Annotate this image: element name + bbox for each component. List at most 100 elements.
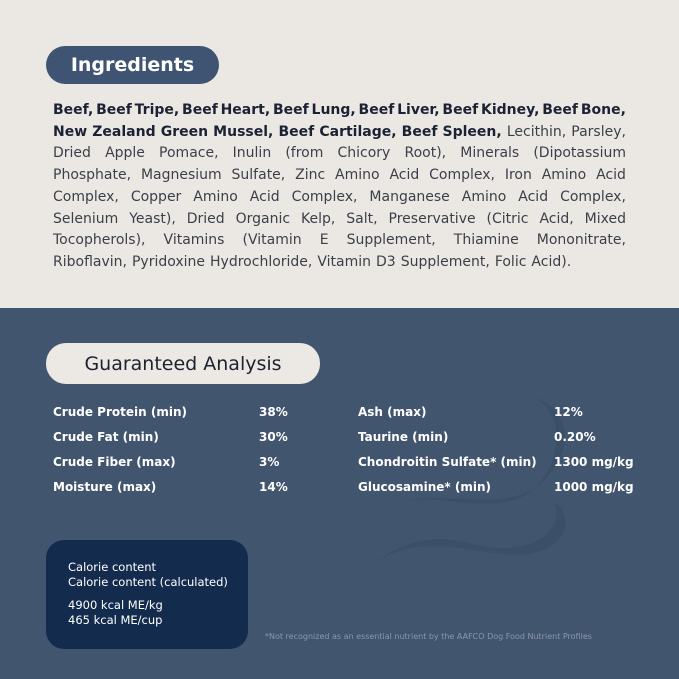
analysis-value: 1300 mg/kg <box>554 455 634 469</box>
analysis-label: Taurine (min) <box>358 430 449 444</box>
ingredient-word: Thiamine <box>453 232 519 249</box>
calorie-label: Calorie content <box>68 560 156 574</box>
ingredients-line: Beef, Beef Tripe, Beef Heart, Beef Lung, Beef Li… <box>53 100 626 122</box>
analysis-label: Moisture (max) <box>53 480 157 494</box>
ingredient-word: Beef <box>401 123 438 140</box>
ingredient-word: Phosphate, <box>53 167 132 184</box>
guaranteed-analysis-title: Guaranteed Analysis <box>46 343 320 384</box>
ingredient-word: Inulin <box>232 145 272 162</box>
ingredient-word: Heart, <box>220 102 271 118</box>
calorie-content-box: Calorie content Calorie content (calcula… <box>46 540 248 649</box>
ingredient-word: Kidney, <box>480 102 540 118</box>
ingredient-word: Root), <box>404 145 447 162</box>
analysis-value: 14% <box>259 480 288 494</box>
analysis-label: Crude Fiber (max) <box>53 455 176 469</box>
ingredient-word: Organic <box>235 210 291 227</box>
ingredient-word: Lung, <box>311 102 356 118</box>
ingredient-word: Selenium <box>53 210 119 227</box>
ingredients-title: Ingredients <box>46 46 219 84</box>
ingredient-word: Tocopherols), <box>53 232 146 249</box>
ingredient-word: Parsley, <box>571 123 626 140</box>
ingredient-word: Complex, <box>53 188 119 205</box>
ingredient-word: Beef <box>442 102 479 118</box>
analysis-value: 1000 mg/kg <box>554 480 634 494</box>
ingredient-word: Green <box>160 123 209 140</box>
analysis-value: 0.20% <box>554 430 596 444</box>
ingredient-word: Yeast), <box>129 210 176 227</box>
ingredient-word: Riboflavin, <box>53 253 127 270</box>
ingredient-word: Bone, <box>580 102 626 118</box>
ingredient-word: Copper <box>130 188 182 205</box>
ingredient-word: Mononitrate, <box>536 232 626 249</box>
ingredient-word: Cartilage, <box>319 123 397 140</box>
ingredient-word: (Citric <box>486 210 529 227</box>
ingredients-line: Tocopherols), Vitamins (Vitamin E Supplement… <box>53 230 626 252</box>
ingredient-word: Complex, <box>429 167 495 184</box>
ingredient-word: Minerals <box>460 145 520 162</box>
ingredient-word: Beef <box>272 102 309 118</box>
analysis-label: Chondroitin Sulfate* (min) <box>358 455 537 469</box>
ingredients-line: Dried Apple Pomace, Inulin (from Chicory Root)… <box>53 143 626 165</box>
analysis-label: Crude Fat (min) <box>53 430 159 444</box>
ingredient-word: Kelp, <box>301 210 336 227</box>
ingredient-word: (from <box>285 145 324 162</box>
ingredient-word: Iron <box>504 167 532 184</box>
ingredient-word: Hydrochloride, <box>210 253 313 270</box>
ingredient-word: Vitamins <box>163 232 225 249</box>
wave-watermark-icon <box>370 398 566 563</box>
ingredient-word: Acid <box>389 167 420 184</box>
ingredient-word: Amino <box>335 167 380 184</box>
ingredient-word: Supplement, <box>346 232 436 249</box>
ingredient-word: Pomace, <box>159 145 219 162</box>
ingredient-word: Spleen, <box>442 123 502 140</box>
ingredient-word: (Vitamin <box>242 232 302 249</box>
ingredient-word: D3 <box>376 253 396 270</box>
analysis-label: Ash (max) <box>358 405 427 419</box>
ingredient-word: Beef <box>96 102 132 118</box>
ingredient-word: Tripe, <box>134 102 180 118</box>
ingredient-word: Preservative <box>388 210 476 227</box>
ingredient-word: Acid, <box>539 210 574 227</box>
ingredient-word: Magnesium <box>140 167 222 184</box>
analysis-value: 3% <box>259 455 280 469</box>
ingredient-word: Vitamin <box>317 253 372 270</box>
ingredient-word: Dried <box>53 145 91 162</box>
ingredient-word: Chicory <box>337 145 391 162</box>
ingredients-line: Selenium Yeast), Dried Organic Kelp, Salt, Pre… <box>53 209 626 231</box>
ingredient-word: Acid <box>249 188 280 205</box>
analysis-value: 12% <box>554 405 583 419</box>
analysis-label: Crude Protein (min) <box>53 405 187 419</box>
ingredient-word: Complex, <box>560 188 626 205</box>
calorie-per-cup: 465 kcal ME/cup <box>68 613 163 627</box>
ingredient-word: Beef <box>278 123 315 140</box>
ingredient-word: Beef <box>358 102 395 118</box>
ingredient-word: Mixed <box>584 210 626 227</box>
ingredient-word: Amino <box>541 167 587 184</box>
ingredient-word: Apple <box>105 145 145 162</box>
ingredient-word: Amino <box>193 188 238 205</box>
footnote: *Not recognized as an essential nutrient… <box>265 632 592 641</box>
ingredient-word: Acid <box>596 167 626 184</box>
ingredient-word: Sulfate, <box>231 167 286 184</box>
ingredient-word: Complex, <box>291 188 358 205</box>
calorie-calculated-label: Calorie content (calculated) <box>68 575 228 589</box>
ingredient-word: Dried <box>186 210 225 227</box>
analysis-value: 30% <box>259 430 288 444</box>
ingredients-line: Complex, Copper Amino Acid Complex, Manganese… <box>53 187 626 209</box>
calorie-per-kg: 4900 kcal ME/kg <box>68 598 163 612</box>
ingredient-word: Lecithin, <box>506 123 567 140</box>
ingredient-word: New <box>53 123 88 140</box>
ingredient-word: Manganese <box>369 188 450 205</box>
ingredient-word: Acid). <box>531 253 572 270</box>
ingredients-line: Riboflavin, Pyridoxine Hydrochloride, Vitam… <box>53 252 626 274</box>
ingredients-line: New Zealand Green Mussel, Beef Cartilage, Beef… <box>53 122 626 144</box>
ingredient-word: Supplement, <box>400 253 490 270</box>
ingredient-word: Beef, <box>53 102 94 118</box>
ingredients-list: Beef, Beef Tripe, Beef Heart, Beef Lung, Beef Li… <box>53 100 626 274</box>
ingredient-word: (Dipotassium <box>533 145 626 162</box>
ingredient-word: Acid <box>518 188 549 205</box>
ingredient-word: Mussel, <box>213 123 274 140</box>
ingredient-word: Beef <box>542 102 579 118</box>
ingredient-word: Salt, <box>346 210 378 227</box>
ingredient-word: Liver, <box>397 102 440 118</box>
